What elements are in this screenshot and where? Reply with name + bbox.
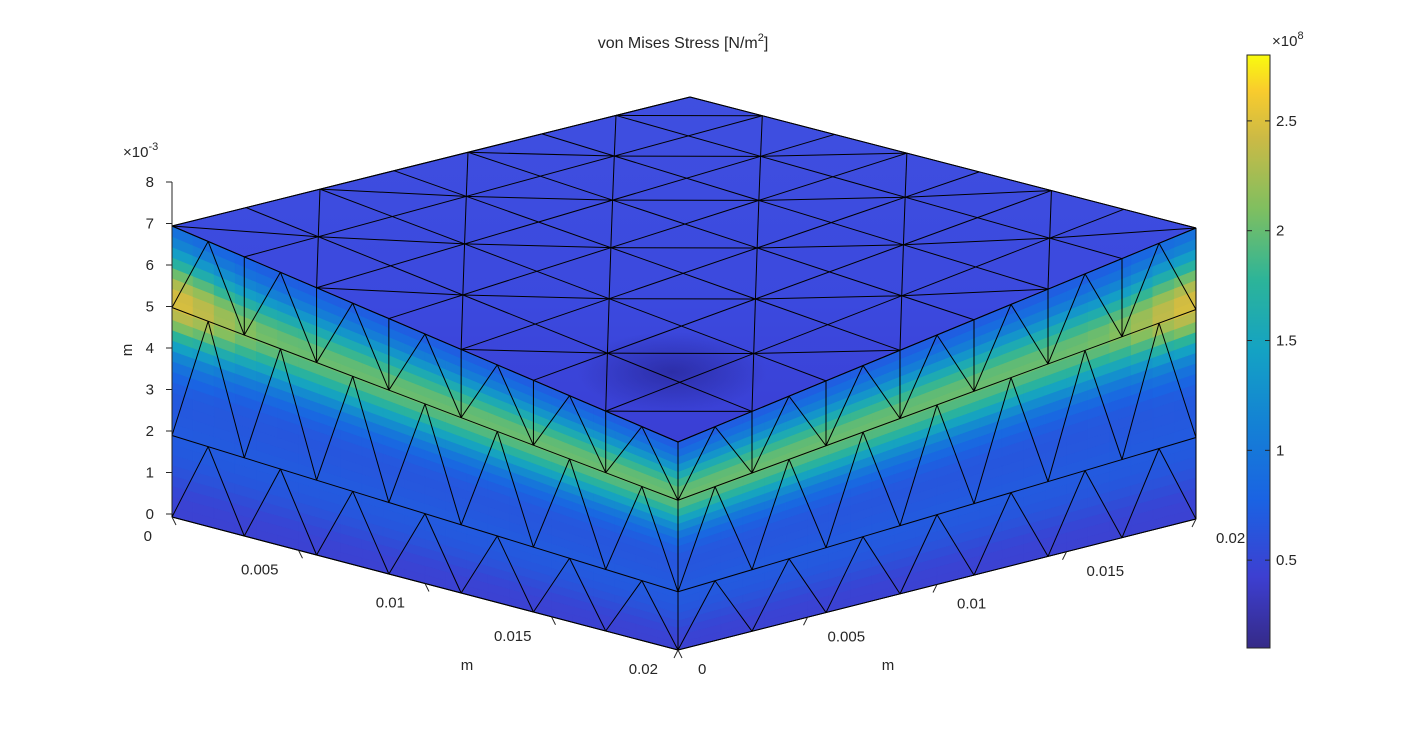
chart-title-end: ] xyxy=(764,35,768,52)
x-tick-mark xyxy=(424,583,430,592)
chart-title-superscript: 2 xyxy=(758,32,764,44)
colorbar-tick-label: 1 xyxy=(1276,442,1284,459)
y-tick-mark xyxy=(803,617,808,626)
axes: 012345678m×10-300.0050.010.0150.02m0.020… xyxy=(119,141,1245,678)
z-tick-label: 2 xyxy=(146,423,154,440)
colorbar-multiplier-exponent: 8 xyxy=(1297,30,1303,42)
x-axis: 0 0.005 0.01 0.015 0.02 m xyxy=(144,516,683,678)
colorbar: 0.5 1 1.5 2 2.5 ×108 xyxy=(1246,30,1304,649)
z-tick-label: 0 xyxy=(146,506,154,523)
y-tick-label: 0.015 xyxy=(1087,563,1125,580)
left-side-face xyxy=(171,225,679,651)
z-axis: 0 1 2 3 4 5 6 7 8 m ×10-3 xyxy=(119,141,173,523)
x-tick-label: 0.005 xyxy=(241,561,279,578)
y-tick-label: 0 xyxy=(698,661,706,678)
x-tick-mark xyxy=(298,550,303,559)
z-tick-label: 6 xyxy=(146,257,154,274)
colorbar-tick-label: 2 xyxy=(1276,223,1284,240)
z-tick-label: 8 xyxy=(146,174,154,191)
z-tick-label: 4 xyxy=(146,340,154,357)
z-tick-label: 3 xyxy=(146,382,154,399)
stress-surface xyxy=(171,97,1197,651)
y-tick-mark xyxy=(1062,551,1067,560)
z-axis-label: m xyxy=(119,344,136,357)
x-tick-mark xyxy=(171,516,177,526)
colorbar-tick-label: 2.5 xyxy=(1276,113,1297,130)
z-tick-label: 1 xyxy=(146,465,154,482)
x-axis-label: m xyxy=(461,657,474,674)
colorbar-tick-label: 1.5 xyxy=(1276,333,1297,350)
colorbar-gradient xyxy=(1246,54,1271,649)
y-tick-label: 0.01 xyxy=(957,596,986,613)
colorbar-tick-label: 0.5 xyxy=(1276,552,1297,569)
y-tick-mark xyxy=(673,649,679,659)
y-tick-mark xyxy=(932,584,938,593)
y-axis-label: m xyxy=(882,657,895,674)
x-tick-label: 0 xyxy=(144,528,152,545)
x-tick-mark xyxy=(677,649,683,659)
y-axis: 0.02 0.015 0.01 0.005 0 m xyxy=(673,518,1245,678)
y-tick-mark xyxy=(1191,518,1197,528)
z-tick-label: 5 xyxy=(146,299,154,316)
colorbar-multiplier: ×108 xyxy=(1272,30,1304,50)
chart-title: von Mises Stress [N/m2] xyxy=(598,32,769,52)
y-tick-label: 0.02 xyxy=(1216,530,1245,547)
y-tick-label: 0.005 xyxy=(828,628,866,645)
x-tick-label: 0.01 xyxy=(376,595,405,612)
z-axis-multiplier: ×10-3 xyxy=(123,141,158,161)
z-axis-multiplier-exponent: -3 xyxy=(148,141,158,153)
x-tick-label: 0.015 xyxy=(494,628,532,645)
x-tick-mark xyxy=(551,616,556,625)
z-tick-label: 7 xyxy=(146,216,154,233)
x-tick-label: 0.02 xyxy=(629,661,658,678)
top-face-shade xyxy=(577,332,767,412)
